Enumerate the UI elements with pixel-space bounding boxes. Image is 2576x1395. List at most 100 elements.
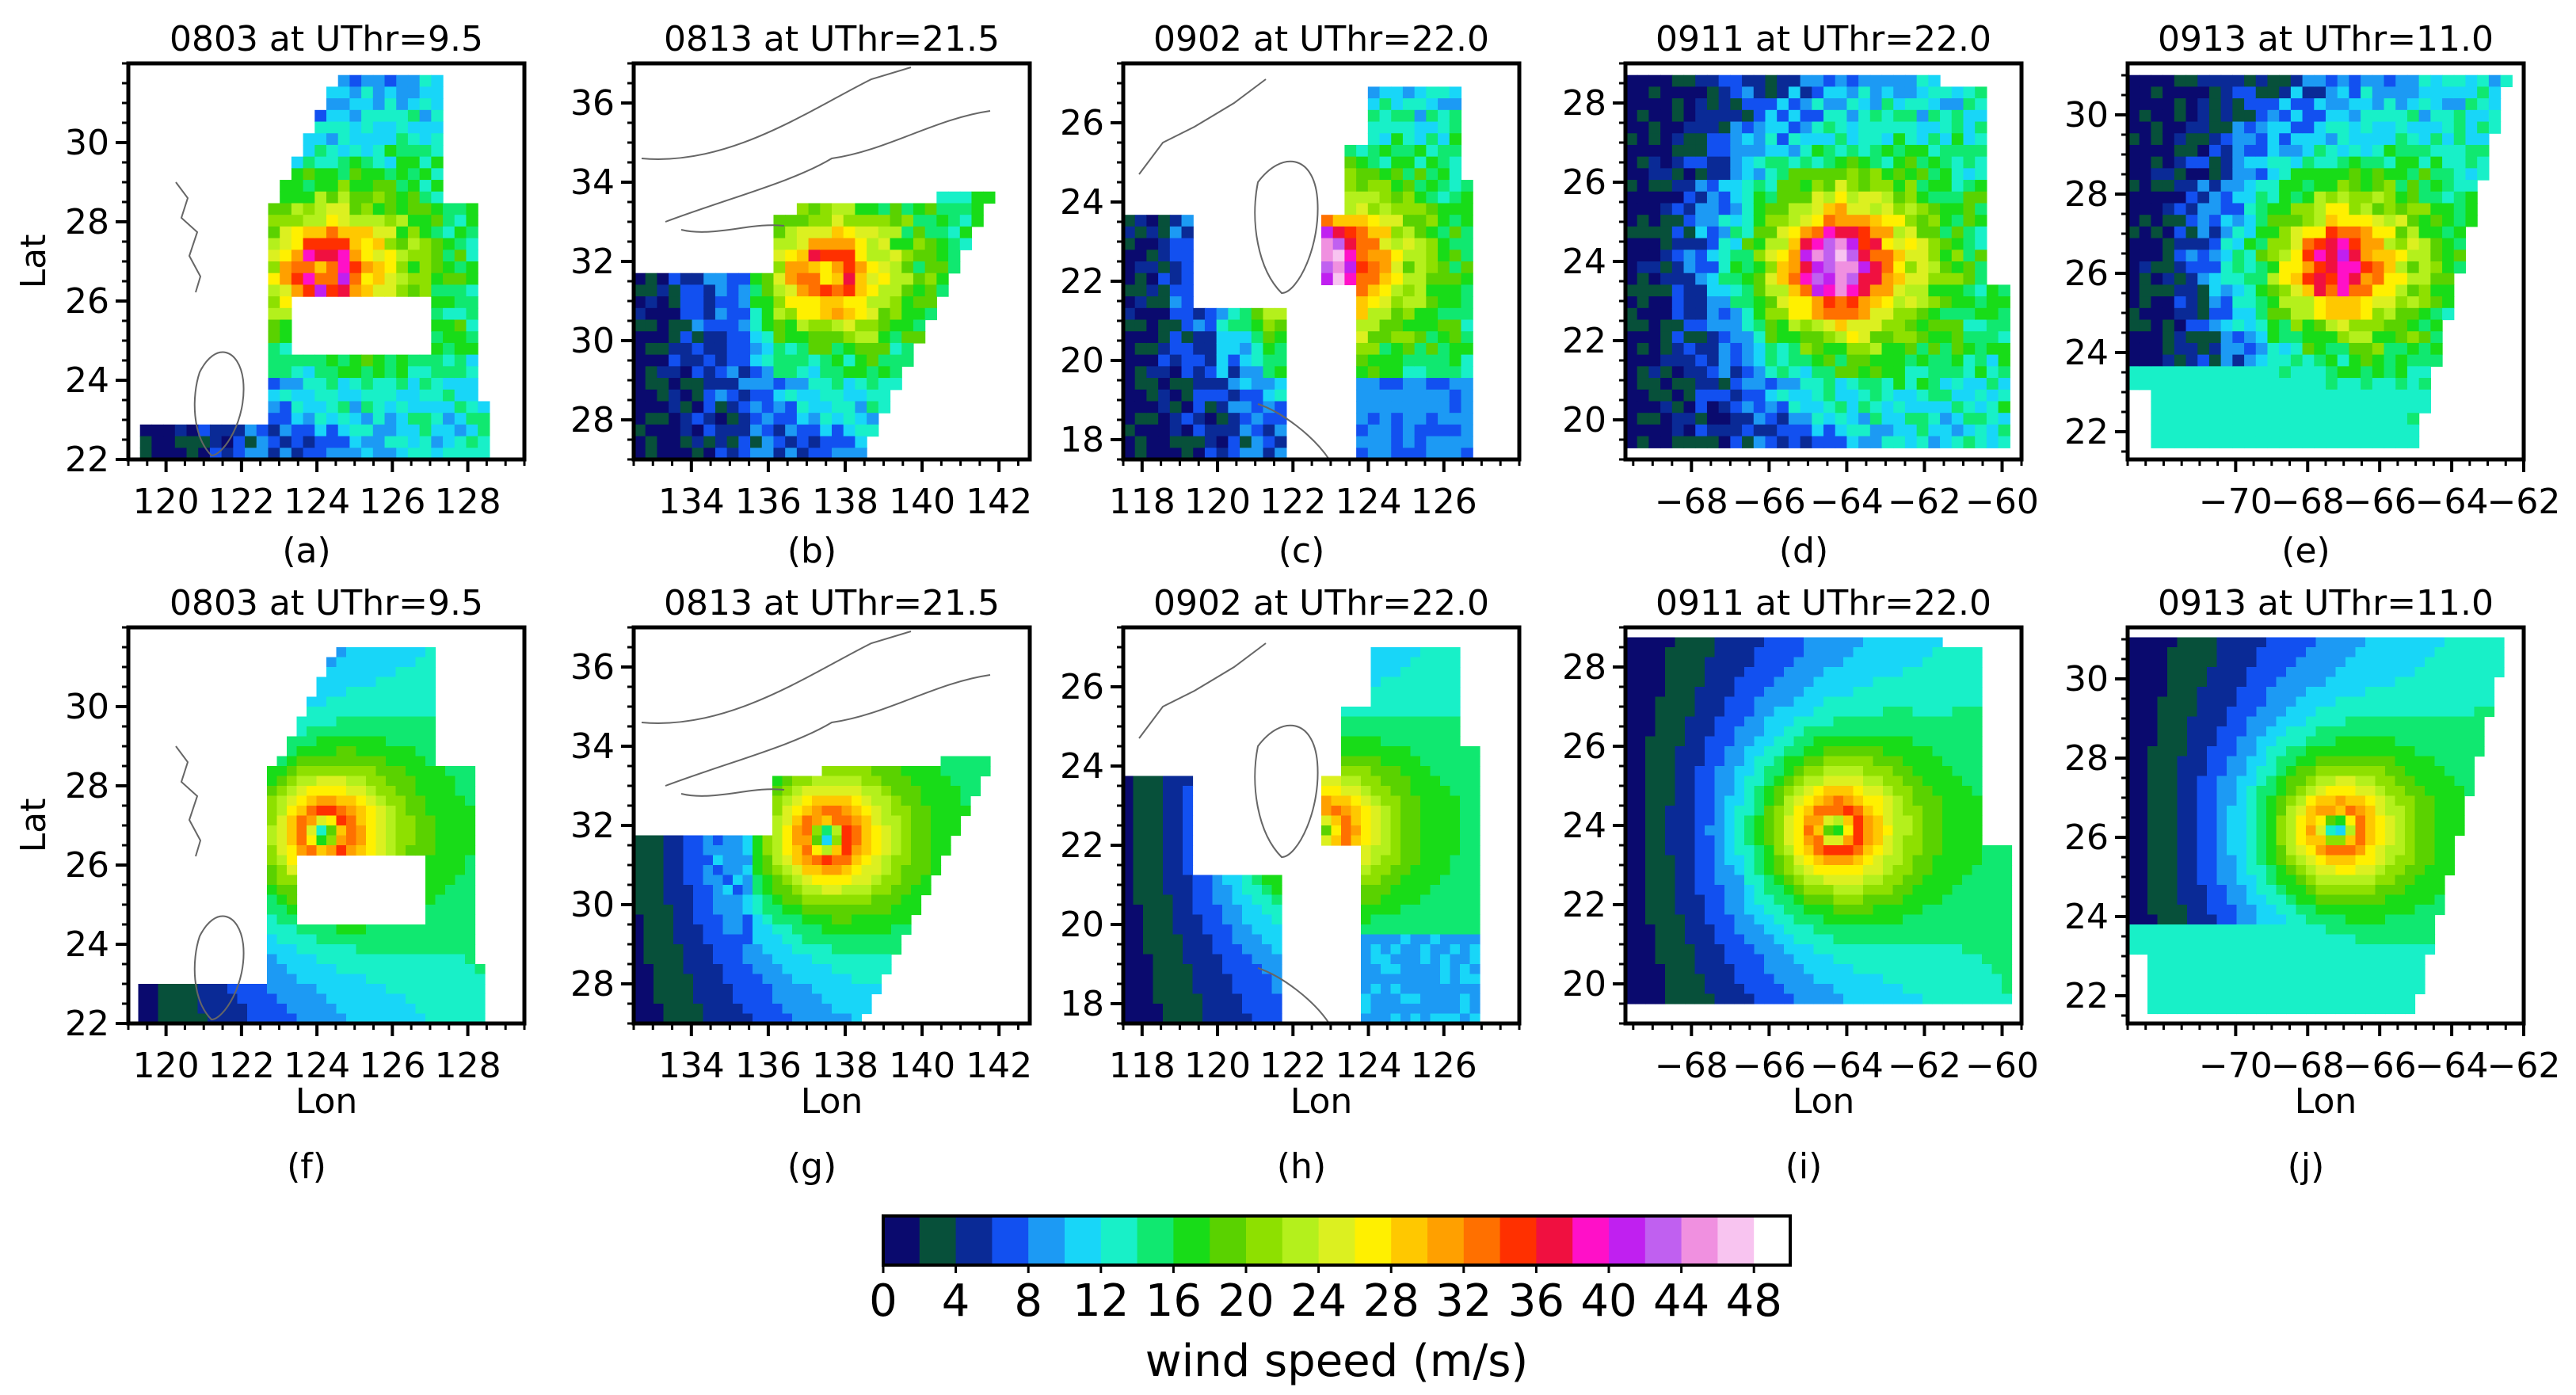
heatmap-cell [158, 984, 169, 995]
heatmap-cell [386, 845, 397, 856]
heatmap-cell [1660, 401, 1673, 414]
heatmap-cell [733, 924, 744, 936]
heatmap-cell [890, 284, 902, 297]
heatmap-cell [832, 401, 844, 414]
heatmap-cell [415, 993, 426, 1004]
heatmap-cell [406, 984, 417, 995]
heatmap-cell [1625, 133, 1638, 146]
heatmap-cell [855, 448, 867, 460]
heatmap-cell [465, 993, 476, 1004]
heatmap-cell [287, 786, 298, 797]
heatmap-cell [713, 835, 724, 846]
heatmap-cell [455, 984, 466, 995]
heatmap-cell [307, 746, 318, 757]
heatmap-cell [2361, 121, 2373, 134]
heatmap-cell [1986, 331, 1999, 344]
heatmap-cell [466, 401, 478, 414]
heatmap-cell [1637, 284, 1650, 297]
heatmap-cell [2151, 319, 2163, 332]
panel-title: 0913 at UThr=11.0 [2158, 19, 2494, 59]
heatmap-cell [1765, 109, 1778, 123]
heatmap-cell [1881, 261, 1894, 274]
heatmap-cell [669, 366, 681, 379]
heatmap-cell [296, 954, 307, 965]
heatmap-cell [2244, 261, 2257, 274]
heatmap-cell [1169, 261, 1183, 274]
heatmap-cell [693, 885, 704, 896]
heatmap-cell [337, 121, 351, 134]
heatmap-cell [1414, 98, 1427, 111]
heatmap-cell [1753, 342, 1766, 356]
heatmap-cell [280, 366, 292, 379]
heatmap-cell [276, 825, 288, 837]
heatmap-cell [683, 835, 694, 846]
heatmap-cell [2302, 284, 2315, 297]
heatmap-cell [2406, 273, 2420, 286]
heatmap-cell [1975, 250, 1987, 262]
heatmap-cell [1706, 250, 1720, 262]
heatmap-cell [762, 944, 773, 955]
heatmap-cell [454, 319, 467, 332]
heatmap-cell [1181, 296, 1194, 309]
heatmap-cell [1869, 121, 1883, 134]
heatmap-cell [2244, 366, 2257, 379]
heatmap-cell [1637, 378, 1650, 391]
heatmap-cell [762, 885, 773, 896]
heatmap-cell [654, 924, 665, 936]
heatmap-cell [2314, 424, 2326, 437]
heatmap-cell [654, 885, 665, 896]
heatmap-cell [314, 109, 327, 123]
heatmap-cell [2290, 354, 2304, 367]
heatmap-cell [406, 845, 417, 856]
heatmap-cell [1742, 168, 1755, 181]
heatmap-cell [867, 401, 879, 414]
x-tick-label: 122 [208, 1046, 275, 1086]
heatmap-cell [753, 1004, 764, 1015]
heatmap-cell [1438, 215, 1450, 227]
heatmap-cell [1379, 156, 1392, 169]
heatmap-cell [1181, 238, 1194, 250]
heatmap-cell [2372, 319, 2385, 332]
heatmap-cell [2267, 354, 2280, 367]
heatmap-cell [1158, 354, 1171, 367]
heatmap-cell [645, 273, 658, 286]
heatmap-cell [1940, 86, 1953, 99]
heatmap-cell [268, 319, 280, 332]
heatmap-cell [959, 215, 973, 227]
heatmap-cell [1391, 436, 1404, 448]
heatmap-cell [821, 1013, 833, 1024]
heatmap-cell [1449, 307, 1462, 321]
heatmap-cell [1695, 156, 1708, 169]
heatmap-cell [349, 273, 362, 286]
heatmap-cell [1181, 261, 1194, 274]
heatmap-cell [2453, 133, 2467, 146]
heatmap-cell [2372, 389, 2385, 402]
heatmap-cell [1426, 250, 1439, 262]
heatmap-cell [2361, 413, 2373, 425]
heatmap-cell [406, 825, 417, 837]
heatmap-cell [1379, 448, 1392, 460]
heatmap-cell [1788, 133, 1801, 146]
heatmap-cell [867, 331, 879, 344]
heatmap-cell [1695, 144, 1708, 158]
heatmap-cell [1765, 296, 1778, 309]
heatmap-cell [395, 806, 406, 817]
heatmap-cell [901, 203, 914, 215]
heatmap-cell [1742, 331, 1755, 344]
heatmap-cell [738, 366, 751, 379]
heatmap-cell [1963, 180, 1976, 192]
heatmap-cell [280, 273, 292, 286]
heatmap-cell [375, 806, 387, 817]
heatmap-cell [753, 865, 764, 876]
heatmap-cell [1169, 354, 1183, 367]
heatmap-cell [1356, 424, 1369, 437]
heatmap-cell [1637, 273, 1650, 286]
heatmap-cell [1648, 319, 1661, 332]
heatmap-cell [878, 307, 891, 321]
heatmap-cell [2442, 203, 2455, 215]
heatmap-cell [1846, 168, 1859, 181]
heatmap-cell [407, 261, 421, 274]
heatmap-cell [1753, 144, 1766, 158]
heatmap-cell [2174, 354, 2187, 367]
heatmap-cell [1671, 133, 1685, 146]
